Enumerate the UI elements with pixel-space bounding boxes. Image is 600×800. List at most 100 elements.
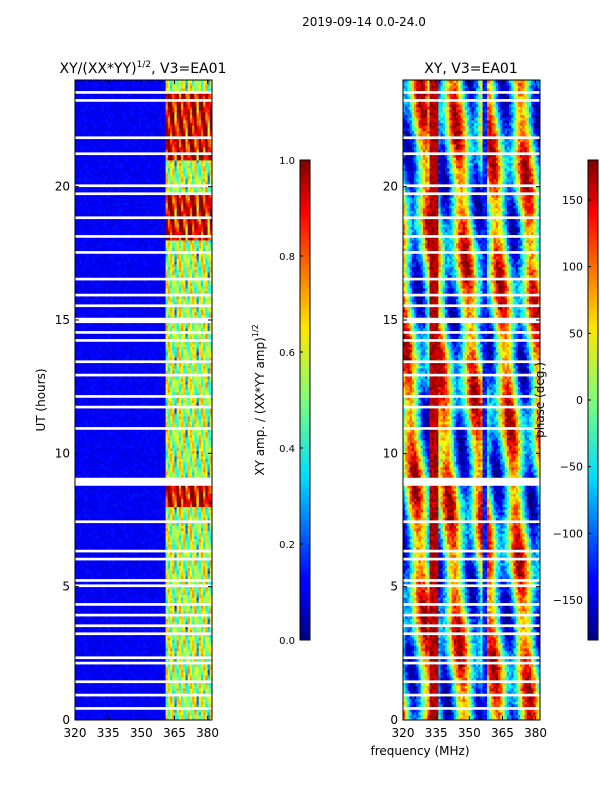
amplitude-heatmap-cell <box>134 682 138 686</box>
amplitude-heatmap-cell <box>81 624 85 628</box>
amplitude-heatmap-cell <box>103 597 107 601</box>
amplitude-heatmap-cell <box>108 509 111 513</box>
amplitude-heatmap-cell <box>150 541 153 545</box>
amplitude-heatmap-cell <box>125 653 129 657</box>
amplitude-heatmap-cell <box>92 674 96 678</box>
amplitude-heatmap-cell <box>167 704 171 708</box>
amplitude-heatmap-cell <box>97 690 100 694</box>
amplitude-heatmap-cell <box>203 522 206 526</box>
amplitude-heatmap-cell <box>136 581 140 585</box>
amplitude-heatmap-cell <box>83 690 87 694</box>
amplitude-heatmap-cell <box>154 512 158 516</box>
amplitude-heatmap-cell <box>114 672 118 676</box>
amplitude-heatmap-cell <box>170 666 173 670</box>
amplitude-heatmap-cell <box>114 520 118 524</box>
amplitude-heatmap-cell <box>205 642 208 646</box>
amplitude-heatmap-cell <box>192 581 195 585</box>
amplitude-heatmap-cell <box>136 669 140 673</box>
amplitude-heatmap-cell <box>207 658 211 662</box>
amplitude-heatmap-cell <box>108 632 111 636</box>
amplitude-heatmap-cell <box>194 698 197 702</box>
amplitude-heatmap-cell <box>176 597 180 601</box>
amplitude-heatmap-cell <box>207 682 211 686</box>
amplitude-heatmap-cell <box>94 661 98 665</box>
amplitude-heatmap-cell <box>161 626 164 630</box>
amplitude-heatmap-cell <box>209 533 212 537</box>
amplitude-heatmap-cell <box>150 714 153 718</box>
amplitude-heatmap-cell <box>200 610 204 614</box>
amplitude-heatmap-cell <box>141 592 144 596</box>
amplitude-heatmap-cell <box>83 565 87 569</box>
amplitude-heatmap-cell <box>130 565 133 569</box>
amplitude-heatmap-cell <box>132 661 136 665</box>
amplitude-heatmap-cell <box>176 613 180 617</box>
amplitude-heatmap-cell <box>185 528 189 532</box>
amplitude-heatmap-cell <box>192 642 195 646</box>
amplitude-heatmap-cell <box>154 594 158 598</box>
amplitude-heatmap-cell <box>112 509 116 513</box>
amplitude-heatmap-cell <box>125 648 129 652</box>
amplitude-heatmap-cell <box>200 648 204 652</box>
amplitude-heatmap-cell <box>75 693 78 697</box>
amplitude-heatmap-cell <box>105 677 109 681</box>
amplitude-heatmap-cell <box>136 626 140 630</box>
amplitude-heatmap-cell <box>86 554 89 558</box>
amplitude-heatmap-cell <box>88 568 91 572</box>
amplitude-heatmap-cell <box>198 616 202 620</box>
amplitude-heatmap-cell <box>156 709 160 713</box>
amplitude-heatmap-cell <box>112 533 116 537</box>
amplitude-heatmap-cell <box>119 565 122 569</box>
amplitude-heatmap-cell <box>114 637 118 641</box>
amplitude-heatmap-cell <box>203 621 206 625</box>
amplitude-heatmap-cell <box>181 674 184 678</box>
amplitude-heatmap-cell <box>196 714 200 718</box>
amplitude-heatmap-cell <box>147 592 151 596</box>
amplitude-heatmap-cell <box>101 517 105 521</box>
amplitude-heatmap-cell <box>165 602 169 606</box>
amplitude-heatmap-cell <box>97 600 100 604</box>
amplitude-heatmap-cell <box>176 512 180 516</box>
amplitude-heatmap-cell <box>172 509 175 513</box>
amplitude-heatmap-cell <box>105 573 109 577</box>
amplitude-heatmap-cell <box>75 664 78 668</box>
amplitude-heatmap-cell <box>200 621 204 625</box>
amplitude-heatmap-cell <box>183 706 186 710</box>
amplitude-heatmap-cell <box>165 522 169 526</box>
amplitude-heatmap-cell <box>174 602 178 606</box>
amplitude-heatmap-cell <box>121 538 125 542</box>
amplitude-heatmap-cell <box>92 626 96 630</box>
amplitude-heatmap-cell <box>88 602 91 606</box>
amplitude-heatmap-cell <box>128 514 131 518</box>
amplitude-heatmap-cell <box>139 557 142 561</box>
amplitude-heatmap-cell <box>99 568 102 572</box>
amplitude-heatmap-cell <box>147 544 151 548</box>
amplitude-heatmap-cell <box>196 592 200 596</box>
amplitude-heatmap-cell <box>154 554 158 558</box>
amplitude-heatmap-cell <box>200 517 204 521</box>
amplitude-heatmap-cell <box>136 682 140 686</box>
amplitude-heatmap-cell <box>156 573 160 577</box>
amplitude-heatmap-cell <box>134 584 138 588</box>
amplitude-heatmap-cell <box>156 634 160 638</box>
amplitude-heatmap-cell <box>83 544 87 548</box>
amplitude-heatmap-cell <box>200 549 204 553</box>
amplitude-heatmap-cell <box>99 706 102 710</box>
amplitude-heatmap-cell <box>75 672 78 676</box>
amplitude-heatmap-cell <box>158 688 162 692</box>
amplitude-heatmap-cell <box>189 618 193 622</box>
amplitude-heatmap-cell <box>121 544 125 548</box>
amplitude-heatmap-cell <box>132 704 136 708</box>
amplitude-heatmap-cell <box>75 621 78 625</box>
amplitude-heatmap-cell <box>81 698 85 702</box>
amplitude-heatmap-cell <box>97 696 100 700</box>
amplitude-heatmap-cell <box>145 616 149 620</box>
amplitude-heatmap-cell <box>156 661 160 665</box>
amplitude-heatmap-cell <box>209 698 212 702</box>
amplitude-heatmap-cell <box>108 714 111 718</box>
amplitude-heatmap-cell <box>205 589 208 593</box>
amplitude-heatmap-cell <box>158 578 162 582</box>
amplitude-heatmap-cell <box>176 712 180 716</box>
amplitude-heatmap-cell <box>178 706 182 710</box>
amplitude-heatmap-cell <box>174 698 178 702</box>
amplitude-heatmap-cell <box>108 557 111 561</box>
